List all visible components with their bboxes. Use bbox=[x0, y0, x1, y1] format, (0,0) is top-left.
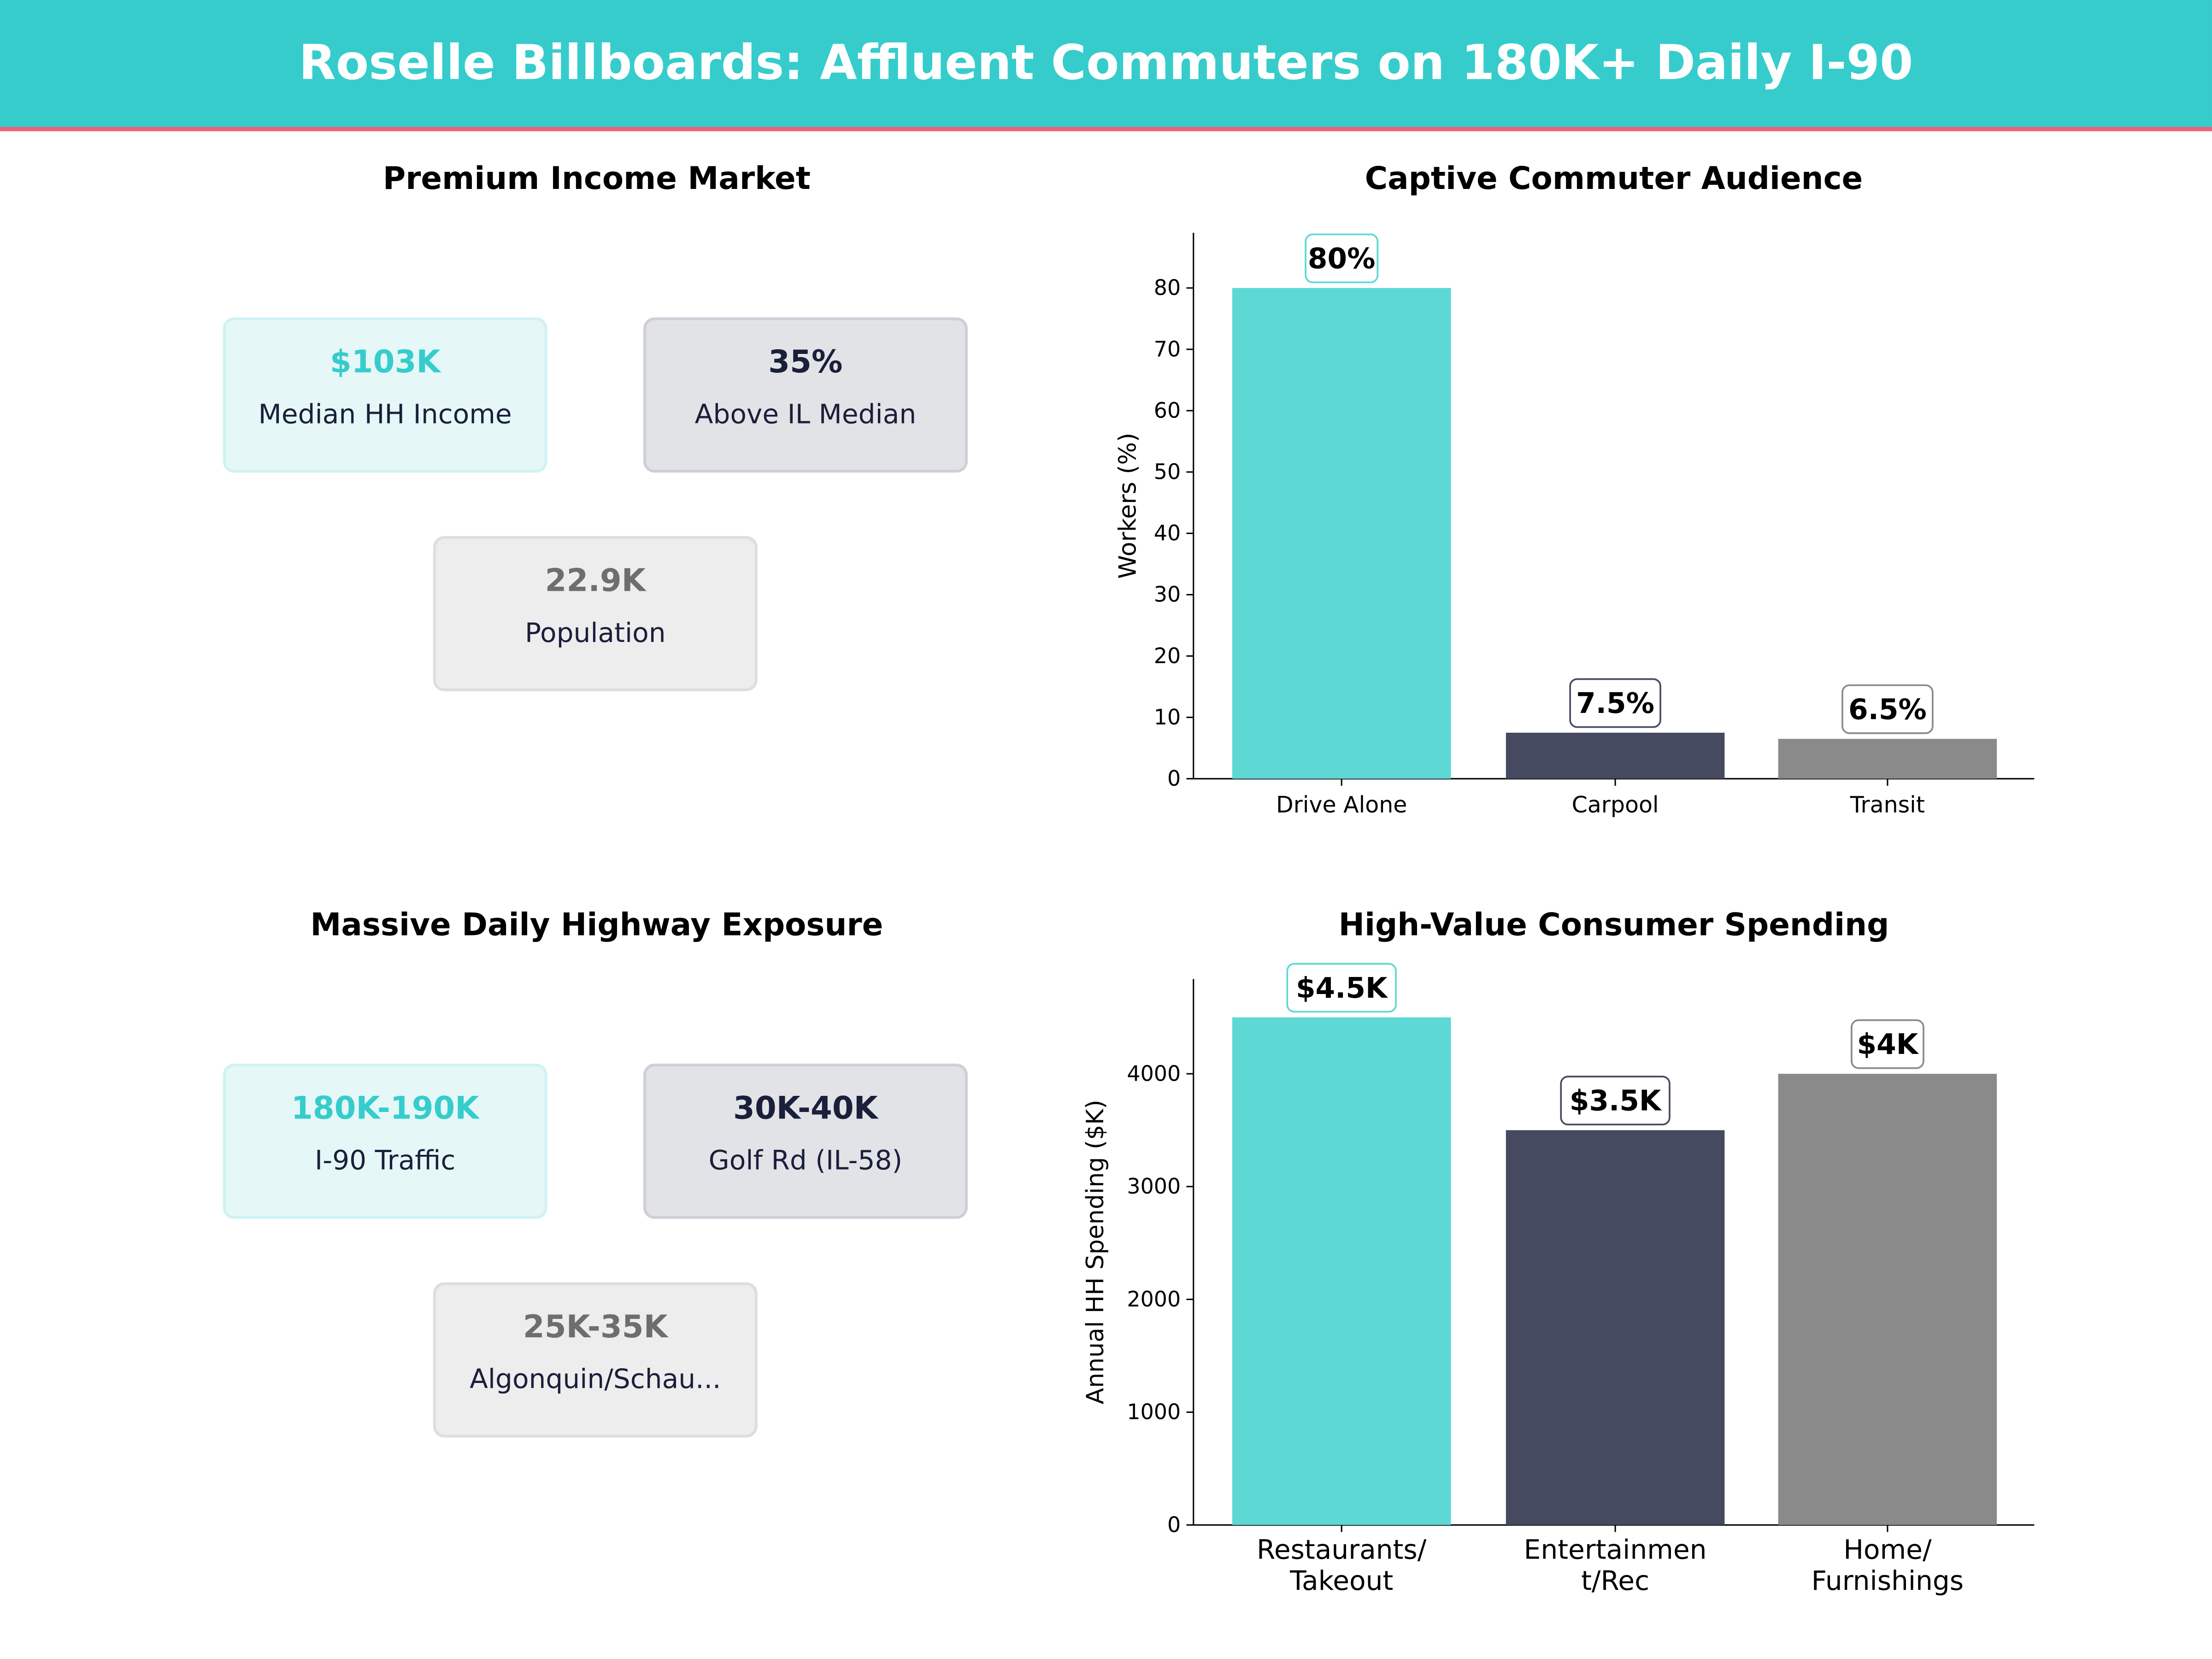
bar bbox=[1778, 739, 1997, 779]
data-label: $4.5K bbox=[1296, 972, 1388, 1005]
kpi-value: 30K-40K bbox=[733, 1092, 878, 1127]
x-tick-label: Drive Alone bbox=[1276, 792, 1407, 818]
data-label: 6.5% bbox=[1848, 693, 1927, 726]
kpi-label: Above IL Median bbox=[694, 399, 917, 430]
kpi-card-median-income: $103K Median HH Income bbox=[223, 317, 547, 473]
bar bbox=[1232, 288, 1451, 779]
x-tick-label: Takeout bbox=[1289, 1565, 1393, 1596]
kpi-value: 22.9K bbox=[545, 564, 646, 600]
bar bbox=[1778, 1074, 1997, 1525]
data-label: $3.5K bbox=[1570, 1085, 1662, 1118]
bar bbox=[1506, 1130, 1725, 1525]
header-banner: Roselle Billboards: Affluent Commuters o… bbox=[0, 0, 2212, 131]
x-tick-label: t/Rec bbox=[1581, 1565, 1649, 1596]
x-tick-label: Carpool bbox=[1572, 792, 1659, 818]
kpi-card-above-median: 35% Above IL Median bbox=[643, 317, 968, 473]
y-axis-label: Annual HH Spending ($K) bbox=[1082, 1100, 1109, 1404]
kpi-value: 180K-190K bbox=[291, 1092, 479, 1127]
x-tick-label: Restaurants/ bbox=[1257, 1534, 1427, 1565]
y-tick-label: 1000 bbox=[1127, 1400, 1181, 1424]
kpi-label: Median HH Income bbox=[258, 399, 512, 430]
kpi-card-algonquin: 25K-35K Algonquin/Schau... bbox=[433, 1282, 758, 1438]
x-tick-label: Home/ bbox=[1843, 1534, 1932, 1565]
y-tick-label: 60 bbox=[1154, 398, 1181, 423]
data-label-box bbox=[1286, 963, 1397, 1013]
y-tick-label: 0 bbox=[1167, 766, 1181, 791]
x-tick-label: Transit bbox=[1850, 792, 1925, 818]
page-title: Roselle Billboards: Affluent Commuters o… bbox=[299, 35, 1913, 92]
x-tick-label: Furnishings bbox=[1812, 1565, 1964, 1596]
y-tick-label: 4000 bbox=[1127, 1061, 1181, 1086]
y-tick-label: 3000 bbox=[1127, 1174, 1181, 1199]
y-tick-label: 50 bbox=[1154, 459, 1181, 484]
bar bbox=[1506, 732, 1725, 779]
y-tick-label: 20 bbox=[1154, 643, 1181, 668]
data-label-box bbox=[1560, 1076, 1671, 1126]
kpi-card-population: 22.9K Population bbox=[433, 536, 758, 691]
data-label: 7.5% bbox=[1576, 687, 1654, 720]
y-tick-label: 10 bbox=[1154, 705, 1181, 729]
spending-chart-title: High-Value Consumer Spending bbox=[1338, 908, 1889, 944]
y-tick-label: 0 bbox=[1167, 1512, 1181, 1537]
kpi-value: 35% bbox=[768, 345, 843, 381]
data-label-box bbox=[1850, 1019, 1924, 1069]
traffic-panel-title: Massive Daily Highway Exposure bbox=[310, 908, 883, 944]
kpi-label: I-90 Traffic bbox=[314, 1145, 456, 1177]
income-panel-title: Premium Income Market bbox=[382, 162, 811, 198]
kpi-label: Golf Rd (IL-58) bbox=[708, 1145, 903, 1177]
data-label-box bbox=[1305, 233, 1379, 283]
kpi-card-golf-rd: 30K-40K Golf Rd (IL-58) bbox=[643, 1064, 968, 1219]
data-label: 80% bbox=[1308, 242, 1376, 275]
kpi-value: $103K bbox=[329, 345, 441, 381]
data-label-box bbox=[1841, 684, 1934, 734]
y-tick-label: 2000 bbox=[1127, 1287, 1181, 1312]
y-axis-label: Workers (%) bbox=[1114, 433, 1141, 579]
y-tick-label: 40 bbox=[1154, 521, 1181, 546]
kpi-label: Algonquin/Schau... bbox=[470, 1364, 721, 1395]
y-tick-label: 70 bbox=[1154, 336, 1181, 361]
x-tick-label: Entertainmen bbox=[1524, 1534, 1707, 1565]
kpi-value: 25K-35K bbox=[523, 1310, 668, 1346]
kpi-label: Population bbox=[525, 618, 666, 649]
data-label-box bbox=[1569, 678, 1661, 728]
kpi-card-i90-traffic: 180K-190K I-90 Traffic bbox=[223, 1064, 547, 1219]
commute-chart-title: Captive Commuter Audience bbox=[1365, 162, 1863, 198]
bar bbox=[1232, 1017, 1451, 1525]
y-tick-label: 30 bbox=[1154, 582, 1181, 607]
y-tick-label: 80 bbox=[1154, 275, 1181, 300]
data-label: $4K bbox=[1857, 1028, 1919, 1061]
